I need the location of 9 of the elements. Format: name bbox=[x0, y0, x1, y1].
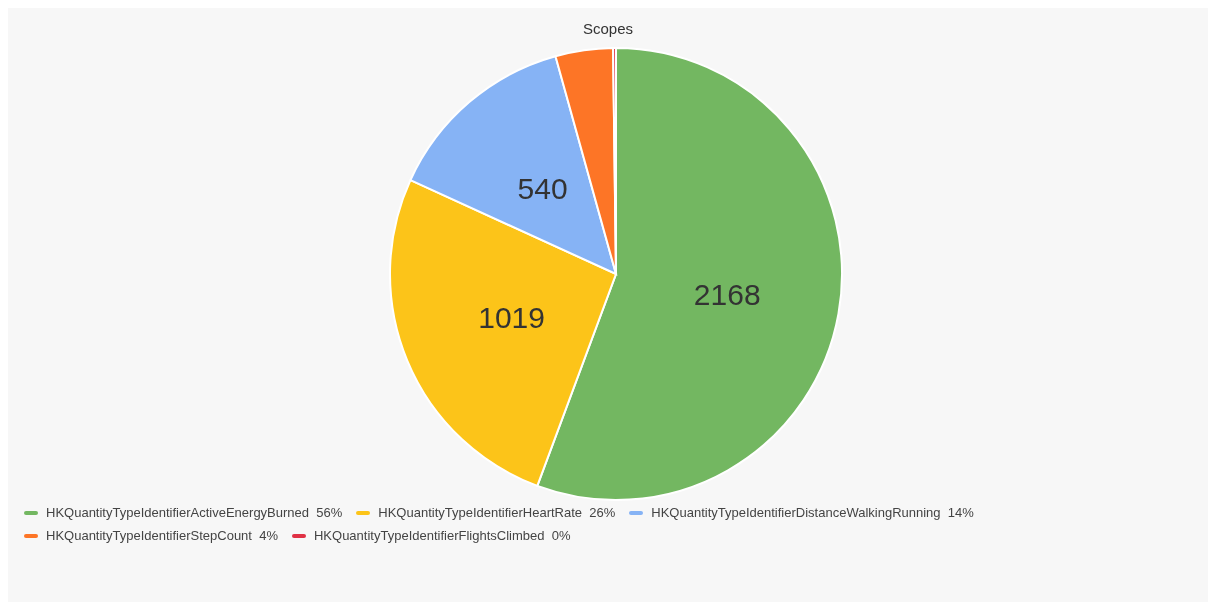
data-label: 1019 bbox=[478, 300, 545, 334]
legend-label: HKQuantityTypeIdentifierDistanceWalkingRunning 14% bbox=[651, 505, 974, 520]
data-label: 540 bbox=[517, 171, 568, 205]
legend-label: HKQuantityTypeIdentifierStepCount 4% bbox=[46, 528, 278, 543]
data-label: 2168 bbox=[693, 277, 761, 311]
legend-label: HKQuantityTypeIdentifierActiveEnergyBurned 56% bbox=[46, 505, 343, 520]
legend-label: HKQuantityTypeIdentifierHeartRate 26% bbox=[378, 505, 616, 520]
legend-label: HKQuantityTypeIdentifierFlightsClimbed 0% bbox=[313, 528, 571, 543]
chart-title: Scopes bbox=[582, 20, 634, 37]
